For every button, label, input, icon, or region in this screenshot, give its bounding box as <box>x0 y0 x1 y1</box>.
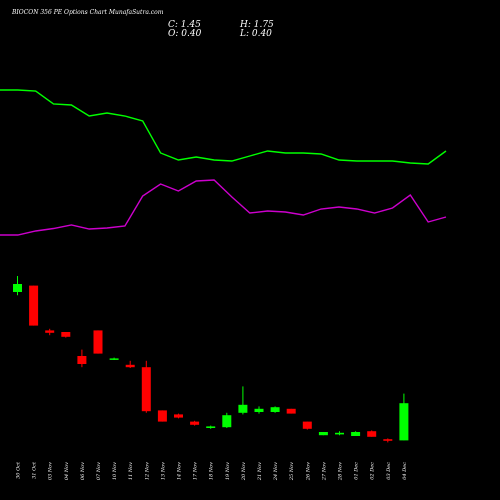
candle-body <box>383 439 393 441</box>
candle-body <box>125 364 135 368</box>
x-tick-label: 19 Nov <box>225 462 231 480</box>
indicator-line-1 <box>0 89 447 165</box>
x-tick-label: 10 Nov <box>112 462 118 480</box>
candle-body <box>318 432 328 436</box>
x-tick-label: 24 Nov <box>273 462 279 481</box>
candle-body <box>335 432 344 435</box>
candle-body <box>157 410 167 422</box>
x-tick-label: 26 Nov <box>305 462 311 481</box>
close-label: C: 1.45 <box>168 20 201 30</box>
candle-body <box>109 358 119 360</box>
x-tick-label: 30 Oct <box>16 461 22 479</box>
candle-body <box>190 421 200 425</box>
x-tick-label: 21 Nov <box>257 462 263 481</box>
x-tick-label: 17 Nov <box>193 462 199 480</box>
x-tick-label: 18 Nov <box>209 462 215 480</box>
candle-body <box>29 285 39 326</box>
candle-body <box>367 431 377 437</box>
x-tick-label: 25 Nov <box>289 462 295 481</box>
open-label: O: 0.40 <box>168 29 202 39</box>
chart-title: BIOCON 356 PE Options Chart MunafaSutra.… <box>11 9 164 16</box>
x-tick-label: 11 Nov <box>128 462 134 480</box>
candle-body <box>254 408 264 412</box>
x-tick-label: 07 Nov <box>96 462 102 480</box>
low-label: L: 0.40 <box>239 29 272 39</box>
candle-body <box>174 414 183 418</box>
candles-group <box>13 276 409 443</box>
x-tick-label: 03 Nov <box>48 462 54 480</box>
candle-body <box>141 367 151 412</box>
x-tick-label: 31 Oct <box>32 461 38 479</box>
x-tick-label: 27 Nov <box>321 462 327 481</box>
indicator-line-2 <box>0 179 447 236</box>
candle-body <box>302 421 312 429</box>
x-axis-ticks: 30 Oct 31 Oct 03 Nov 04 Nov 06 Nov 07 Nov 10 N… <box>16 461 408 481</box>
x-tick-label: 20 Nov <box>241 462 247 481</box>
candle-body <box>238 404 248 413</box>
candle-body <box>270 407 280 412</box>
x-tick-label: 04 Dec <box>402 462 408 480</box>
candle-body <box>206 426 216 428</box>
candle-body <box>351 432 361 436</box>
candle-body <box>61 332 71 337</box>
candle-body <box>222 415 232 428</box>
candle-body <box>93 330 103 354</box>
x-tick-label: 03 Dec <box>386 462 392 480</box>
indicator-lines <box>0 89 447 236</box>
x-tick-label: 02 Dec <box>370 462 376 480</box>
x-tick-label: 12 Nov <box>144 462 150 480</box>
candle-body <box>286 408 296 414</box>
x-tick-label: 06 Nov <box>80 462 86 480</box>
candle-body <box>45 330 55 333</box>
x-tick-label: 01 Dec <box>354 462 360 480</box>
x-tick-label: 14 Nov <box>177 462 183 480</box>
candle-body <box>399 403 409 441</box>
high-label: H: 1.75 <box>239 20 274 30</box>
x-tick-label: 13 Nov <box>160 462 166 480</box>
x-tick-label: 28 Nov <box>338 462 344 481</box>
x-tick-label: 04 Nov <box>64 462 70 480</box>
candle-body <box>13 284 22 292</box>
candle-body <box>77 356 87 364</box>
